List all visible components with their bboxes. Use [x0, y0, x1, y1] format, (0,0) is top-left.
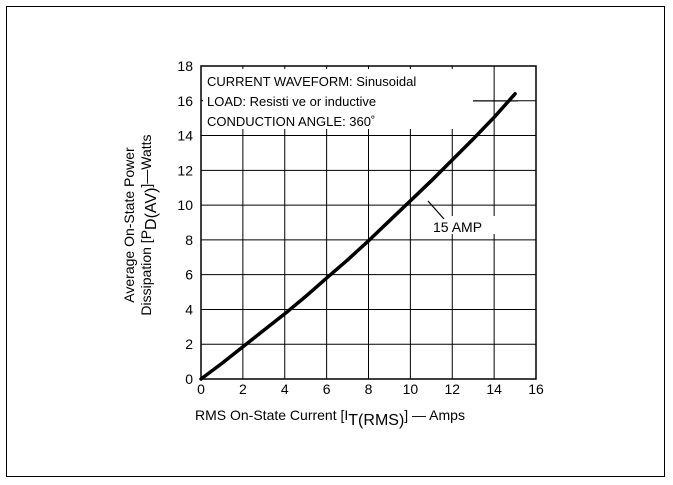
tick-labels: 0 2 4 6 8 10 12 14 16 0 2 4 6 8 10 12 14 16 18: [177, 58, 544, 397]
y-tick-label: 12: [177, 162, 193, 178]
y-tick-label: 18: [177, 58, 193, 74]
y-tick-label: 6: [185, 267, 193, 283]
annotation-line-1: CURRENT WAVEFORM: Sinusoidal: [207, 74, 416, 89]
x-tick-label: 8: [365, 381, 373, 397]
x-tick-label: 12: [444, 381, 460, 397]
series: [199, 92, 517, 381]
series-label-leader: [427, 200, 445, 220]
x-axis-label: RMS On-State Current [IT(RMS)] — Amps: [195, 407, 465, 429]
annotation-line-3: CONDUCTION ANGLE: 360˚: [207, 114, 375, 129]
x-tick-label: 14: [486, 381, 502, 397]
y-tick-label: 8: [185, 232, 193, 248]
y-axis-label-line-2: Dissipation [PD(AV)]—Watts: [138, 134, 160, 315]
series-label-bg: [430, 216, 502, 234]
annotation-box: [203, 69, 473, 129]
chart-frame: [6, 6, 665, 477]
x-tick-label: 10: [403, 381, 419, 397]
annotation-line-2: LOAD: Resisti ve or inductive: [207, 94, 376, 109]
y-tick-label: 0: [185, 371, 193, 387]
y-tick-label: 14: [177, 128, 193, 144]
plot-area-border: [200, 65, 537, 380]
y-tick-label: 10: [177, 197, 193, 213]
y-tick-label: 16: [177, 93, 193, 109]
y-axis-label-line-1: Average On-State Power: [121, 147, 137, 303]
x-tick-label: 0: [197, 381, 205, 397]
x-tick-label: 6: [323, 381, 331, 397]
series-line-15-amp: [199, 92, 517, 381]
x-tick-label: 2: [239, 381, 247, 397]
y-tick-label: 2: [185, 336, 193, 352]
y-tick-label: 4: [185, 301, 193, 317]
series-label-15-amp: 15 AMP: [433, 219, 482, 235]
x-tick-label: 16: [528, 381, 544, 397]
x-tick-label: 4: [281, 381, 289, 397]
